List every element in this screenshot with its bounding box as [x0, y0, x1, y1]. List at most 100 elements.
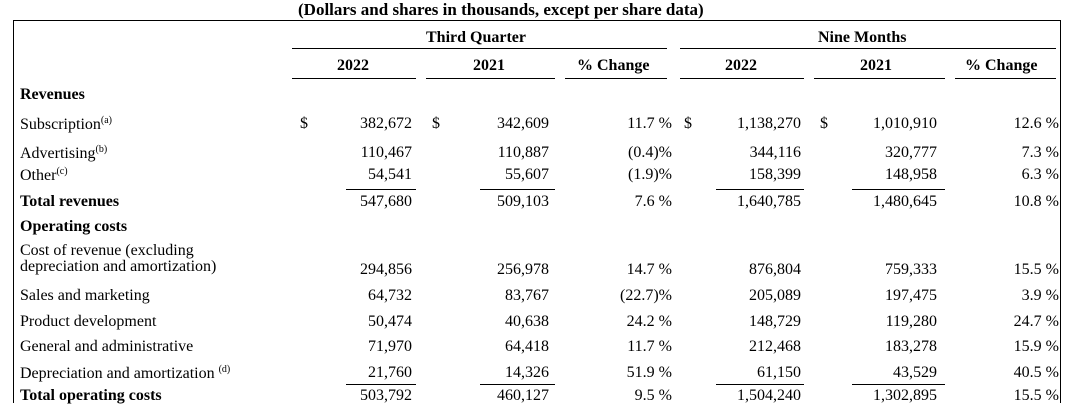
cell-cost-of-revenue-nm-change: 15.5 %: [1013, 261, 1059, 278]
col-header-nm-2022: 2022: [725, 57, 757, 74]
section-operating-costs: Operating costs: [20, 218, 128, 235]
group-rule-nine-months: [680, 48, 1056, 49]
row-label-advertising: Advertising(b): [20, 144, 108, 162]
cell-advertising-tq-change: (0.4)%: [628, 144, 672, 161]
cell-cost-of-revenue-nm-2021: 759,333: [885, 261, 937, 278]
group-header-nine-months: Nine Months: [818, 29, 907, 46]
row-label-general-administrative: General and administrative: [20, 338, 194, 355]
cell-sales-marketing-tq-2022: 64,732: [368, 287, 412, 304]
table-title: (Dollars and shares in thousands, except…: [298, 0, 704, 19]
cell-d-and-a-tq-change: 51.9 %: [626, 364, 672, 381]
col-header-tq-change: % Change: [577, 57, 650, 74]
cell-total-opcost-nm-change: 15.5 %: [1013, 387, 1059, 404]
subtotal-rule-4: [716, 189, 804, 190]
cell-total-revenues-nm-2021: 1,480,645: [873, 193, 937, 210]
cell-other-nm-change: 6.3 %: [1021, 166, 1059, 183]
cell-g-and-a-tq-change: 11.7 %: [627, 338, 672, 355]
currency-symbol-tq-2021: $: [432, 115, 440, 132]
cell-sales-marketing-nm-2021: 197,475: [885, 287, 937, 304]
cell-cost-of-revenue-tq-2022: 294,856: [360, 261, 412, 278]
cell-advertising-tq-2021: 110,887: [497, 144, 549, 161]
cell-advertising-nm-change: 7.3 %: [1021, 144, 1059, 161]
subtotal-rule-2: [480, 189, 555, 190]
cell-product-dev-tq-2021: 40,638: [505, 313, 549, 330]
row-label-other: Other(c): [20, 166, 68, 184]
cell-product-dev-nm-change: 24.7 %: [1013, 313, 1059, 330]
cell-cost-of-revenue-tq-2021: 256,978: [497, 261, 549, 278]
cell-total-opcost-tq-change: 9.5 %: [634, 387, 672, 404]
section-revenues: Revenues: [20, 86, 85, 103]
cell-g-and-a-tq-2022: 71,970: [368, 338, 412, 355]
cell-sales-marketing-tq-change: (22.7)%: [620, 287, 672, 304]
currency-symbol-nm-2021: $: [820, 115, 828, 132]
subtotal-rule-opcost-5: [852, 384, 945, 385]
cell-d-and-a-tq-2022: 21,760: [368, 364, 412, 381]
row-label-sales-and-marketing: Sales and marketing: [20, 287, 150, 304]
cell-total-revenues-nm-2022: 1,640,785: [737, 193, 801, 210]
col-rule-3: [565, 78, 667, 79]
table-top-border: [13, 20, 1061, 21]
cell-g-and-a-nm-2022: 212,468: [749, 338, 801, 355]
cell-subscription-tq-2021: 342,609: [497, 115, 549, 132]
row-label-cost-of-revenue: Cost of revenue (excluding depreciation a…: [20, 242, 217, 275]
col-rule-2: [426, 78, 555, 79]
cell-product-dev-tq-change: 24.2 %: [626, 313, 672, 330]
cell-subscription-nm-change: 12.6 %: [1013, 115, 1059, 132]
currency-symbol-tq-2022: $: [300, 115, 308, 132]
cell-d-and-a-nm-change: 40.5 %: [1013, 364, 1059, 381]
currency-symbol-nm-2022: $: [684, 115, 692, 132]
col-rule-4: [680, 78, 804, 79]
subtotal-rule-5: [852, 189, 945, 190]
cell-d-and-a-nm-2022: 61,150: [757, 364, 801, 381]
cell-subscription-nm-2022: 1,138,270: [737, 115, 801, 132]
subtotal-rule-opcost-1: [346, 384, 416, 385]
cell-total-revenues-tq-change: 7.6 %: [634, 193, 672, 210]
cell-total-opcost-nm-2022: 1,504,240: [737, 387, 801, 404]
cell-total-revenues-nm-change: 10.8 %: [1013, 193, 1059, 210]
subtotal-rule-opcost-4: [716, 384, 804, 385]
cell-product-dev-tq-2022: 50,474: [368, 313, 412, 330]
col-rule-1: [292, 78, 416, 79]
cell-cost-of-revenue-tq-change: 14.7 %: [626, 261, 672, 278]
col-rule-5: [814, 78, 945, 79]
cell-advertising-nm-2022: 344,116: [749, 144, 801, 161]
subtotal-rule-1: [346, 189, 416, 190]
cell-total-opcost-tq-2021: 460,127: [497, 387, 549, 404]
cell-product-dev-nm-2021: 119,280: [885, 313, 937, 330]
col-header-tq-2021: 2021: [473, 57, 505, 74]
table-left-border: [13, 20, 14, 403]
subtotal-rule-opcost-2: [480, 384, 555, 385]
row-label-depreciation-amortization: Depreciation and amortization (d): [20, 364, 231, 382]
col-rule-6: [955, 78, 1056, 79]
cell-d-and-a-nm-2021: 43,529: [893, 364, 937, 381]
cell-g-and-a-tq-2021: 64,418: [505, 338, 549, 355]
cell-total-revenues-tq-2021: 509,103: [497, 193, 549, 210]
cell-total-revenues-tq-2022: 547,680: [360, 193, 412, 210]
cell-cost-of-revenue-nm-2022: 876,804: [749, 261, 801, 278]
cell-total-opcost-nm-2021: 1,302,895: [873, 387, 937, 404]
group-rule-third-quarter: [292, 48, 667, 49]
cell-other-nm-2021: 148,958: [885, 166, 937, 183]
cell-other-tq-2021: 55,607: [505, 166, 549, 183]
cell-d-and-a-tq-2021: 14,326: [505, 364, 549, 381]
cell-other-nm-2022: 158,399: [749, 166, 801, 183]
group-header-third-quarter: Third Quarter: [426, 29, 526, 46]
row-label-total-operating-costs: Total operating costs: [20, 387, 162, 404]
cell-advertising-tq-2022: 110,467: [360, 144, 412, 161]
cell-sales-marketing-tq-2021: 83,767: [505, 287, 549, 304]
cell-other-tq-2022: 54,541: [368, 166, 412, 183]
cell-subscription-tq-2022: 382,672: [360, 115, 412, 132]
col-header-nm-change: % Change: [965, 57, 1038, 74]
row-label-product-development: Product development: [20, 313, 157, 330]
cell-g-and-a-nm-2021: 183,278: [885, 338, 937, 355]
cell-subscription-tq-change: 11.7 %: [627, 115, 672, 132]
cell-other-tq-change: (1.9)%: [628, 166, 672, 183]
row-label-subscription: Subscription(a): [20, 115, 112, 133]
cell-g-and-a-nm-change: 15.9 %: [1013, 338, 1059, 355]
cell-subscription-nm-2021: 1,010,910: [873, 115, 937, 132]
col-header-nm-2021: 2021: [860, 57, 892, 74]
row-label-total-revenues: Total revenues: [20, 193, 120, 210]
cell-sales-marketing-nm-change: 3.9 %: [1021, 287, 1059, 304]
cell-advertising-nm-2021: 320,777: [885, 144, 937, 161]
col-header-tq-2022: 2022: [337, 57, 369, 74]
